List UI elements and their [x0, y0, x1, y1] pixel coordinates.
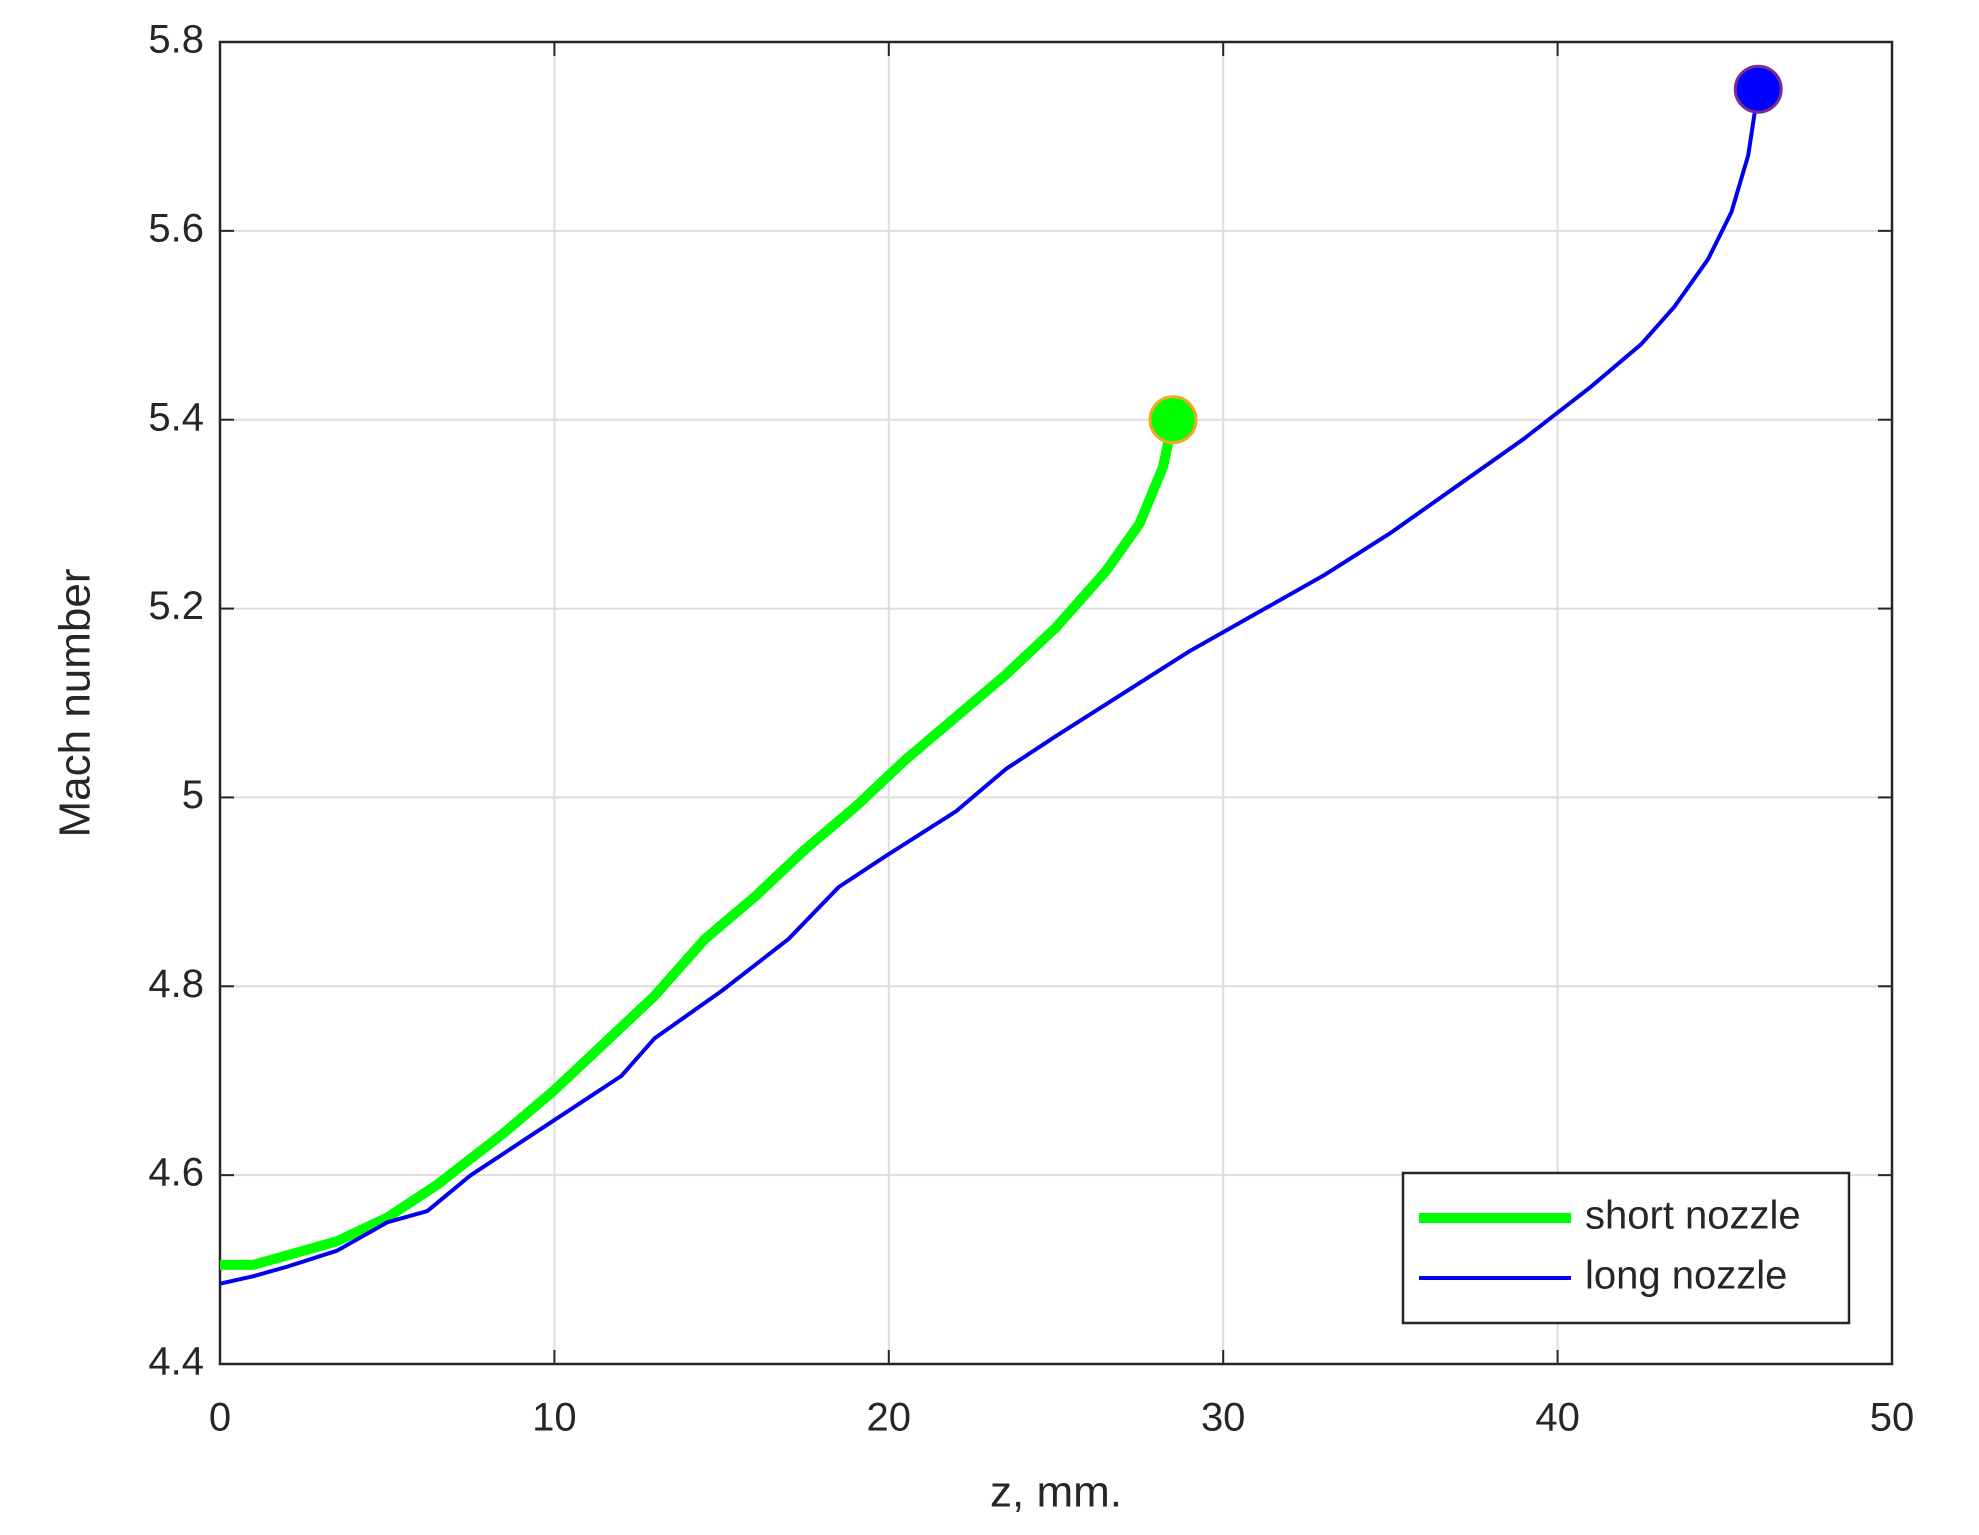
y-tick-label: 5.4 — [148, 395, 204, 439]
legend-box — [1401, 1171, 1851, 1325]
x-tick-label: 40 — [1535, 1396, 1580, 1440]
y-tick-label: 4.8 — [148, 962, 204, 1006]
plot-area — [220, 42, 1892, 1364]
y-tick-label: 4.6 — [148, 1151, 204, 1195]
y-tick-label: 5 — [182, 773, 204, 817]
x-axis-label: z, mm. — [990, 1468, 1122, 1517]
x-tick-label: 10 — [532, 1396, 577, 1440]
x-tick-label: 30 — [1201, 1396, 1246, 1440]
y-tick-label: 5.2 — [148, 584, 204, 628]
x-tick-label: 50 — [1870, 1396, 1915, 1440]
data-line — [219, 88, 1761, 1286]
y-tick-label: 5.6 — [148, 206, 204, 250]
x-tick-label: 0 — [209, 1396, 231, 1440]
y-tick-label: 5.8 — [148, 18, 204, 62]
x-tick-label: 20 — [867, 1396, 912, 1440]
end-marker — [1733, 64, 1783, 114]
legend-label: short nozzle — [1585, 1194, 1801, 1238]
end-marker — [1148, 395, 1198, 445]
legend-label: long nozzle — [1585, 1254, 1787, 1298]
y-tick-label: 4.4 — [148, 1340, 204, 1384]
y-axis-label: Mach number — [51, 568, 100, 837]
axes-box — [218, 40, 1894, 1366]
data-line — [220, 418, 1178, 1270]
